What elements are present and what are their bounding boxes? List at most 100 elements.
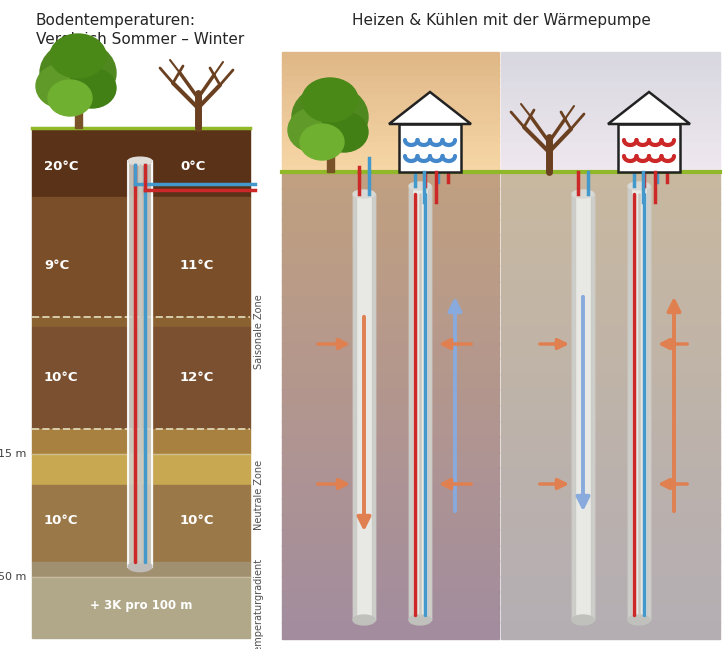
Bar (282, 188, 499, 204)
Bar (282, 124, 499, 131)
Ellipse shape (50, 34, 106, 78)
Bar (353, 194, 375, 620)
Bar (282, 142, 499, 149)
Bar (282, 160, 499, 167)
Bar (501, 483, 720, 499)
Ellipse shape (353, 190, 375, 198)
Bar (409, 186, 431, 620)
Bar (282, 118, 499, 125)
Bar (501, 70, 720, 77)
Text: 0°C: 0°C (180, 160, 205, 173)
Bar (409, 186, 412, 620)
Bar (501, 172, 720, 188)
Bar (282, 483, 499, 499)
Bar (501, 234, 720, 251)
Bar (501, 281, 720, 297)
Bar (501, 112, 720, 119)
Ellipse shape (572, 190, 594, 198)
Bar (282, 234, 499, 251)
Ellipse shape (409, 182, 431, 190)
Bar (501, 498, 720, 515)
Ellipse shape (36, 64, 88, 108)
Bar (282, 52, 499, 59)
Bar (282, 154, 499, 161)
Bar (32, 561, 250, 577)
Text: Neutrale Zone: Neutrale Zone (254, 460, 264, 530)
Bar (501, 142, 720, 149)
Bar (501, 148, 720, 155)
Bar (501, 452, 720, 468)
Bar (282, 166, 499, 173)
Bar (282, 136, 499, 143)
Ellipse shape (40, 41, 116, 105)
Text: + 3K pro 100 m: + 3K pro 100 m (90, 600, 192, 613)
Bar (501, 250, 720, 266)
Bar (501, 327, 720, 344)
Text: 10°C: 10°C (180, 514, 214, 527)
Polygon shape (608, 92, 690, 124)
Text: 9°C: 9°C (44, 259, 69, 272)
Bar (501, 124, 720, 131)
Ellipse shape (128, 561, 152, 572)
Bar (282, 498, 499, 515)
Text: 10°C: 10°C (44, 514, 78, 527)
Bar (282, 343, 499, 360)
Bar (501, 622, 720, 639)
Bar (282, 389, 499, 406)
Bar (501, 312, 720, 328)
Bar (501, 52, 720, 59)
Bar (282, 64, 499, 71)
Bar (128, 161, 152, 567)
Bar (501, 467, 720, 484)
Bar (501, 576, 720, 593)
Bar (501, 82, 720, 89)
Bar (282, 467, 499, 484)
Bar (501, 58, 720, 65)
Text: 20°C: 20°C (44, 160, 78, 173)
Bar (282, 530, 499, 546)
Bar (501, 389, 720, 406)
Bar (282, 70, 499, 77)
Bar (501, 130, 720, 137)
Bar (282, 100, 499, 107)
Text: Bodentemperaturen:
Vergleich Sommer – Winter: Bodentemperaturen: Vergleich Sommer – Wi… (36, 12, 244, 47)
Ellipse shape (353, 615, 375, 625)
Bar (75, 108, 82, 128)
Bar (282, 421, 499, 437)
Bar (501, 219, 720, 235)
Bar (282, 591, 499, 608)
Text: 11°C: 11°C (180, 259, 214, 272)
Bar (32, 454, 250, 485)
Bar (501, 160, 720, 167)
Bar (572, 194, 575, 620)
Bar (282, 58, 499, 65)
Bar (501, 106, 720, 113)
Bar (501, 405, 720, 422)
Bar (282, 545, 499, 561)
Bar (282, 172, 499, 188)
Text: Temperaturgradient: Temperaturgradient (254, 559, 264, 649)
Bar (282, 250, 499, 266)
Bar (628, 186, 631, 620)
Bar (501, 296, 720, 313)
Ellipse shape (628, 615, 650, 625)
Ellipse shape (628, 182, 650, 190)
Bar (501, 374, 720, 391)
Bar (501, 188, 720, 204)
Bar (282, 327, 499, 344)
Ellipse shape (409, 615, 431, 625)
Bar (501, 64, 720, 71)
Bar (501, 118, 720, 125)
Bar (428, 186, 431, 620)
Bar (32, 317, 250, 327)
Text: 12°C: 12°C (180, 371, 214, 384)
Ellipse shape (68, 68, 116, 108)
Bar (501, 76, 720, 83)
Bar (282, 312, 499, 328)
Bar (32, 197, 250, 317)
Ellipse shape (572, 615, 594, 625)
Bar (282, 76, 499, 83)
Bar (399, 124, 461, 172)
Bar (501, 421, 720, 437)
Text: Saisonale Zone: Saisonale Zone (254, 295, 264, 369)
